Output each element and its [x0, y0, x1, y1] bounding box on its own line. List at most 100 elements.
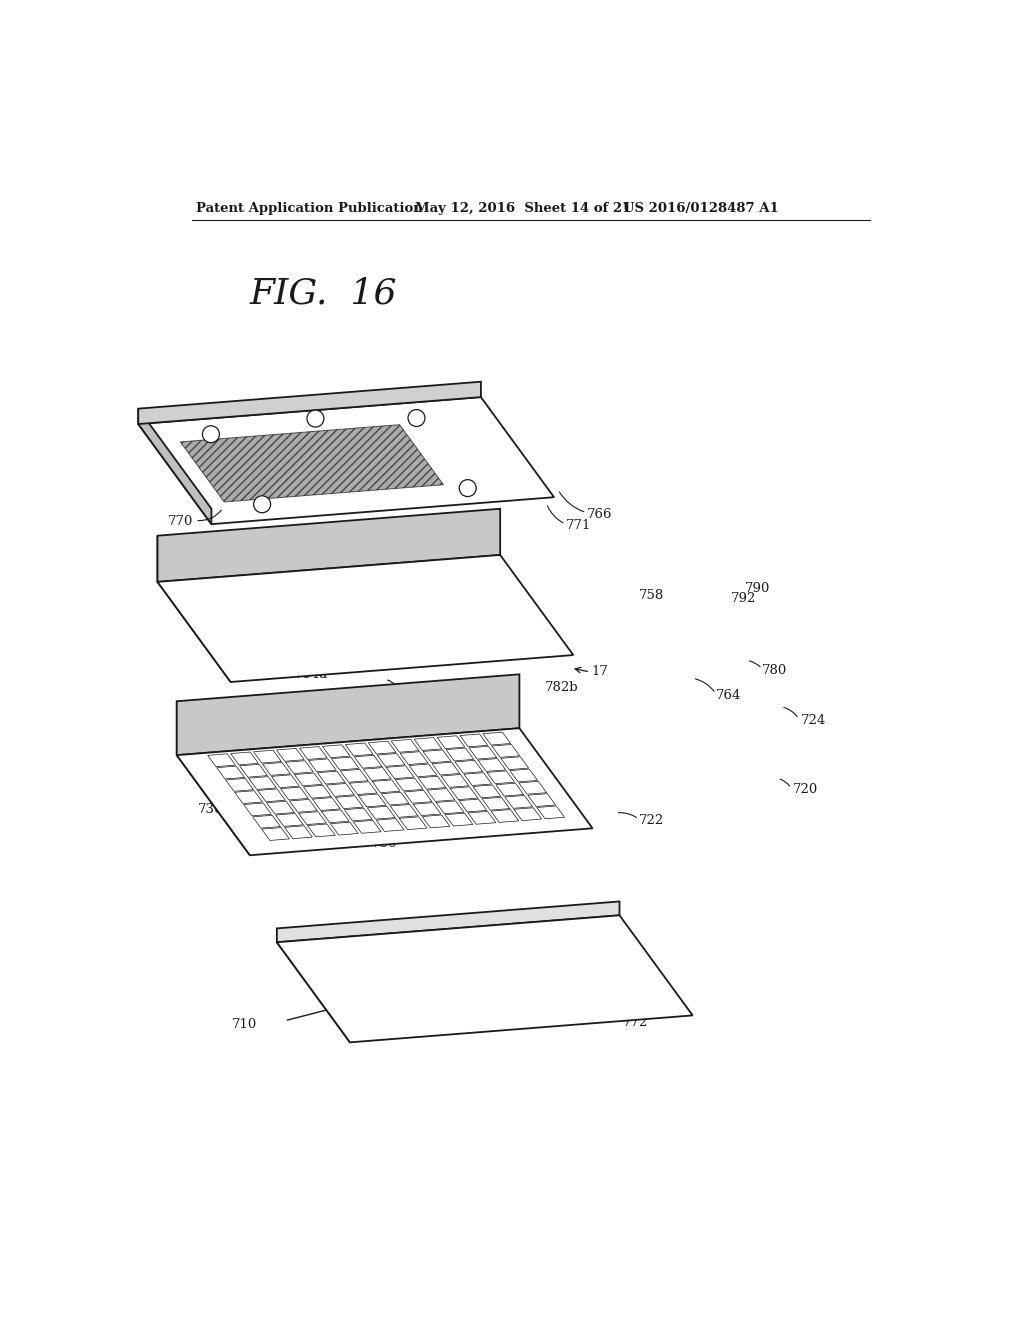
Polygon shape — [285, 826, 312, 838]
Polygon shape — [413, 803, 441, 816]
Polygon shape — [303, 785, 331, 799]
Bar — [537, 770, 547, 788]
Text: May 12, 2016  Sheet 14 of 21: May 12, 2016 Sheet 14 of 21 — [416, 202, 632, 215]
Polygon shape — [254, 750, 282, 763]
Polygon shape — [158, 554, 573, 682]
Text: 730: 730 — [372, 837, 397, 850]
Polygon shape — [275, 813, 303, 826]
Polygon shape — [331, 822, 358, 836]
Text: 754a: 754a — [295, 668, 328, 681]
Circle shape — [203, 426, 219, 442]
Polygon shape — [455, 760, 482, 774]
Circle shape — [376, 808, 391, 822]
Polygon shape — [317, 771, 345, 784]
Polygon shape — [399, 817, 427, 830]
Polygon shape — [364, 768, 391, 780]
Text: 754b: 754b — [380, 685, 413, 698]
Polygon shape — [158, 508, 500, 582]
Text: 17: 17 — [376, 585, 392, 598]
Polygon shape — [299, 747, 328, 759]
Polygon shape — [414, 738, 441, 751]
Polygon shape — [208, 754, 236, 767]
Polygon shape — [177, 701, 250, 855]
Polygon shape — [427, 788, 455, 801]
Polygon shape — [262, 763, 291, 775]
Polygon shape — [344, 808, 372, 821]
Text: 724: 724 — [801, 714, 825, 727]
Polygon shape — [276, 748, 304, 762]
Polygon shape — [286, 760, 313, 774]
Polygon shape — [234, 791, 262, 804]
Polygon shape — [177, 729, 593, 855]
Polygon shape — [322, 810, 349, 822]
Polygon shape — [258, 789, 286, 801]
Polygon shape — [230, 752, 258, 764]
Polygon shape — [441, 775, 469, 787]
Text: 764: 764 — [716, 689, 741, 702]
Polygon shape — [404, 791, 432, 804]
Polygon shape — [323, 744, 350, 758]
Text: 770: 770 — [168, 515, 194, 528]
Polygon shape — [386, 766, 414, 779]
Text: 766: 766 — [587, 508, 612, 521]
Polygon shape — [381, 792, 409, 805]
Polygon shape — [271, 775, 299, 788]
Polygon shape — [418, 776, 445, 789]
Polygon shape — [369, 742, 396, 754]
Text: Patent Application Publication: Patent Application Publication — [196, 202, 423, 215]
Text: 758: 758 — [639, 589, 664, 602]
Polygon shape — [353, 821, 381, 833]
Circle shape — [408, 409, 425, 426]
Polygon shape — [450, 787, 478, 800]
Polygon shape — [492, 744, 519, 758]
Text: 792: 792 — [731, 593, 757, 606]
Polygon shape — [340, 770, 368, 783]
Polygon shape — [501, 756, 528, 770]
Polygon shape — [373, 780, 400, 793]
Polygon shape — [158, 536, 230, 682]
Polygon shape — [391, 739, 419, 752]
Polygon shape — [432, 762, 460, 775]
Polygon shape — [469, 746, 497, 759]
Polygon shape — [354, 755, 382, 768]
Polygon shape — [244, 803, 271, 816]
Text: 772: 772 — [624, 1016, 649, 1028]
Text: US 2016/0128487 A1: US 2016/0128487 A1 — [624, 202, 779, 215]
Polygon shape — [390, 804, 418, 817]
Polygon shape — [332, 758, 359, 770]
Polygon shape — [400, 751, 428, 764]
Polygon shape — [527, 793, 556, 807]
Polygon shape — [395, 777, 423, 791]
Polygon shape — [138, 397, 554, 524]
Polygon shape — [537, 807, 564, 818]
Polygon shape — [262, 828, 290, 841]
Text: 780: 780 — [762, 664, 787, 677]
Polygon shape — [445, 813, 473, 826]
Polygon shape — [483, 733, 511, 744]
Polygon shape — [240, 764, 267, 777]
Polygon shape — [177, 675, 519, 755]
Polygon shape — [276, 928, 350, 1043]
Text: 710: 710 — [232, 1018, 258, 1031]
Polygon shape — [266, 801, 294, 814]
Polygon shape — [180, 425, 443, 502]
Polygon shape — [312, 797, 340, 810]
Circle shape — [459, 479, 476, 496]
Circle shape — [292, 792, 306, 805]
Polygon shape — [410, 764, 437, 777]
Polygon shape — [464, 772, 492, 785]
Text: 722: 722 — [639, 814, 664, 828]
Text: 720: 720 — [793, 783, 818, 796]
Text: 762: 762 — [188, 589, 214, 602]
Polygon shape — [225, 779, 254, 791]
Polygon shape — [253, 816, 281, 828]
Polygon shape — [437, 735, 465, 748]
Polygon shape — [368, 807, 395, 820]
Polygon shape — [377, 754, 404, 767]
Text: FIG.  16: FIG. 16 — [250, 276, 397, 310]
Polygon shape — [290, 800, 317, 812]
Polygon shape — [376, 818, 404, 832]
Polygon shape — [299, 812, 327, 825]
Polygon shape — [478, 759, 506, 771]
Polygon shape — [295, 774, 323, 785]
